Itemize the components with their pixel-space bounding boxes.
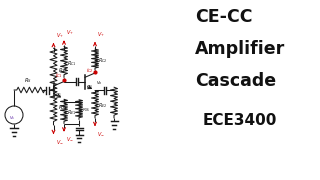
- Text: $v_s$: $v_s$: [9, 114, 16, 122]
- Text: $Q_1$: $Q_1$: [55, 92, 62, 99]
- Text: Amplifier: Amplifier: [195, 40, 285, 58]
- Text: $R_{C1}$: $R_{C1}$: [68, 59, 77, 68]
- Text: Cascade: Cascade: [195, 72, 276, 90]
- Text: $R_2$: $R_2$: [58, 103, 65, 112]
- Text: $V_+$: $V_+$: [55, 31, 64, 39]
- Text: CE-CC: CE-CC: [195, 8, 252, 26]
- Text: $i_{C1}$: $i_{C1}$: [55, 72, 62, 80]
- Text: $V_+$: $V_+$: [66, 28, 75, 37]
- Text: $R_{S1}$: $R_{S1}$: [83, 107, 91, 114]
- Text: $R_S$: $R_S$: [24, 76, 32, 85]
- Text: $R_{C2}$: $R_{C2}$: [99, 56, 108, 65]
- Text: $R_{E1}$: $R_{E1}$: [68, 108, 77, 117]
- Text: $V_-$: $V_-$: [66, 136, 75, 143]
- Text: $R_1$: $R_1$: [58, 67, 65, 75]
- Text: $R_{E2}$: $R_{E2}$: [99, 101, 108, 110]
- Text: $v_o$: $v_o$: [97, 79, 103, 87]
- Text: ECE3400: ECE3400: [203, 113, 277, 128]
- Text: $V_+$: $V_+$: [97, 30, 106, 39]
- Text: $Q_2$: $Q_2$: [86, 84, 93, 91]
- Text: $i_{C2}$: $i_{C2}$: [86, 66, 93, 75]
- Text: $V_-$: $V_-$: [97, 130, 106, 138]
- Text: $V_-$: $V_-$: [55, 138, 64, 146]
